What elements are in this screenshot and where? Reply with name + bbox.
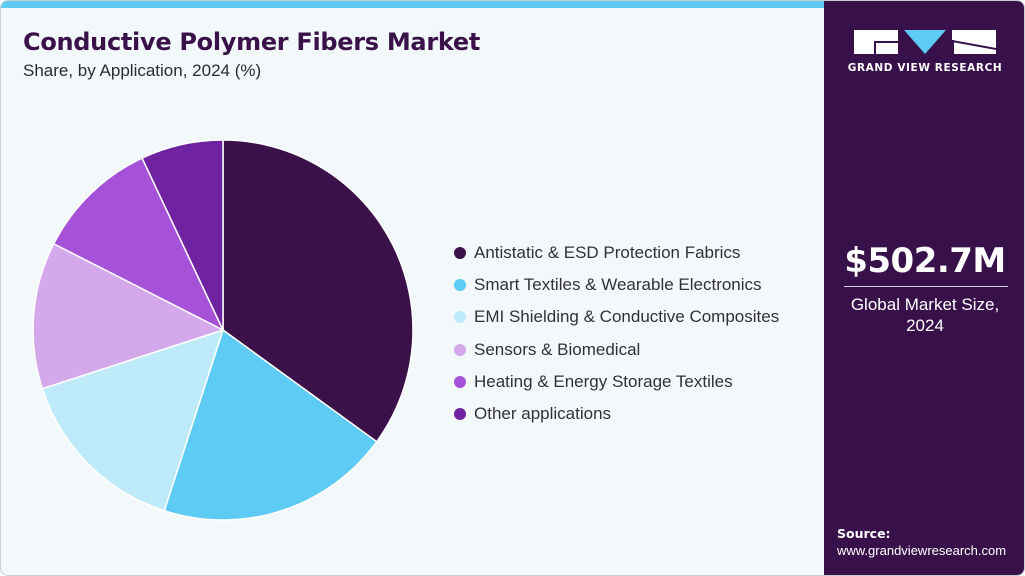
legend-label: Other applications [474, 404, 612, 424]
legend-label: Antistatic & ESD Protection Fabrics [474, 243, 741, 263]
market-size-label: Global Market Size, 2024 [824, 294, 1024, 336]
legend-label: EMI Shielding & Conductive Composites [474, 307, 780, 327]
sidebar-panel: GRAND VIEW RESEARCH $502.7M Global Marke… [824, 1, 1024, 575]
legend-dot-icon [454, 279, 466, 292]
legend-item: Other applications [454, 398, 779, 430]
legend-label: Sensors & Biomedical [474, 339, 641, 359]
legend-dot-icon [454, 375, 466, 388]
legend-item: Heating & Energy Storage Textiles [454, 366, 779, 398]
legend-dot-icon [454, 408, 466, 421]
legend-label: Heating & Energy Storage Textiles [474, 371, 733, 391]
legend-dot-icon [454, 247, 466, 260]
grand-view-research-logo-icon [854, 30, 996, 54]
chart-subtitle: Share, by Application, 2024 (%) [23, 61, 262, 80]
market-size-value: $502.7M [844, 241, 1006, 281]
legend-dot-icon [454, 311, 466, 324]
pie-slice [222, 139, 414, 443]
source-label: Source: [837, 526, 891, 541]
divider [844, 286, 1008, 287]
legend-item: Smart Textiles & Wearable Electronics [454, 269, 779, 301]
pie-chart [32, 139, 414, 521]
source-url: www.grandviewresearch.com [837, 543, 1007, 558]
pie-slice [52, 157, 224, 331]
legend-label: Smart Textiles & Wearable Electronics [474, 275, 762, 295]
legend-item: EMI Shielding & Conductive Composites [454, 301, 779, 333]
legend-dot-icon [454, 343, 466, 356]
accent-bar [1, 1, 824, 8]
pie-slice [163, 329, 378, 521]
legend-item: Sensors & Biomedical [454, 334, 779, 366]
pie-slice [141, 139, 224, 331]
chart-legend: Antistatic & ESD Protection Fabrics Smar… [454, 237, 779, 430]
pie-slice [41, 329, 224, 512]
legend-item: Antistatic & ESD Protection Fabrics [454, 237, 779, 269]
market-size-label-line2: 2024 [906, 316, 944, 335]
logo-text: GRAND VIEW RESEARCH [847, 62, 1003, 74]
pie-slice [32, 242, 224, 390]
market-size-label-line1: Global Market Size, [850, 295, 1000, 314]
chart-title: Conductive Polymer Fibers Market [23, 28, 481, 56]
